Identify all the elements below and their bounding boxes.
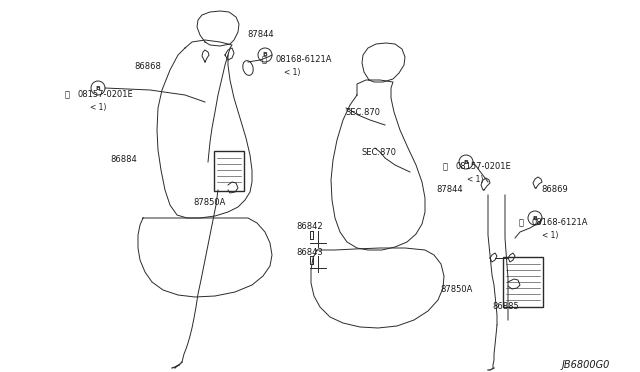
Text: SEC.870: SEC.870 [362, 148, 397, 157]
Text: 87850A: 87850A [440, 285, 472, 294]
Text: B: B [532, 215, 538, 221]
Text: 87844: 87844 [247, 30, 274, 39]
Text: < 1): < 1) [542, 231, 558, 240]
Text: < 1): < 1) [284, 68, 300, 77]
Text: Ⓑ: Ⓑ [262, 55, 267, 64]
Text: 86884: 86884 [110, 155, 137, 164]
Text: 86869: 86869 [541, 185, 568, 194]
Text: 08168-6121A: 08168-6121A [275, 55, 332, 64]
FancyBboxPatch shape [503, 257, 543, 307]
Text: 86843: 86843 [296, 248, 323, 257]
Text: 08168-6121A: 08168-6121A [532, 218, 589, 227]
Text: 86842: 86842 [296, 222, 323, 231]
Text: B: B [463, 160, 468, 164]
Text: 86868: 86868 [134, 62, 161, 71]
Text: < 1): < 1) [90, 103, 106, 112]
Text: 86885: 86885 [492, 302, 519, 311]
Text: 08157-0201E: 08157-0201E [78, 90, 134, 99]
Text: 08157-0201E: 08157-0201E [456, 162, 512, 171]
Text: B: B [95, 86, 100, 90]
Text: Ⓑ: Ⓑ [65, 90, 70, 99]
Text: SEC.870: SEC.870 [346, 108, 381, 117]
Text: B: B [262, 52, 268, 58]
Text: 87850A: 87850A [193, 198, 225, 207]
Text: Ⓑ: Ⓑ [443, 162, 448, 171]
Text: JB6800G0: JB6800G0 [562, 360, 610, 370]
Text: 87844: 87844 [436, 185, 463, 194]
FancyBboxPatch shape [214, 151, 244, 191]
Text: < 1): < 1) [467, 175, 483, 184]
Text: Ⓑ: Ⓑ [519, 218, 524, 227]
